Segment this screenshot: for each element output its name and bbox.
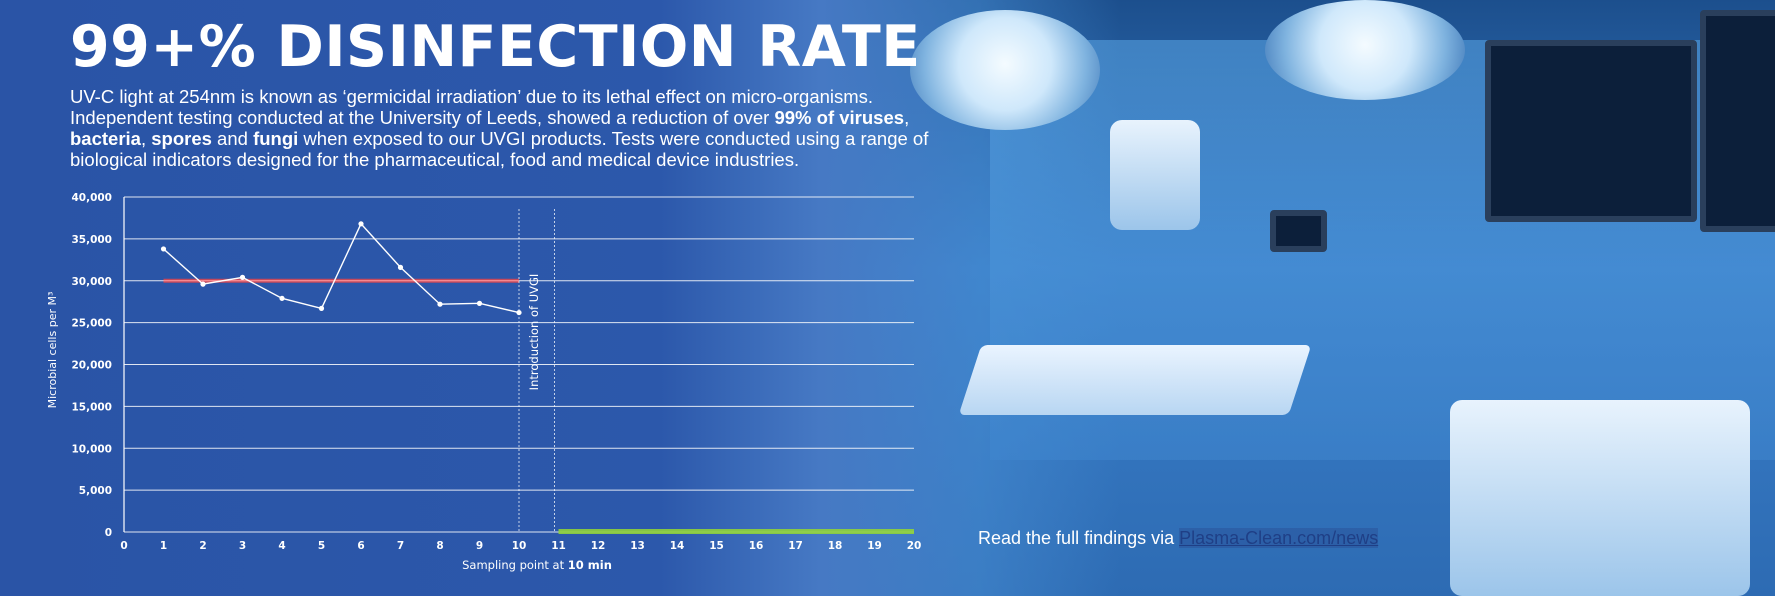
data-point bbox=[358, 221, 364, 227]
x-axis-label-bold: 10 min bbox=[568, 558, 612, 572]
intro-bold-viruses: 99% of viruses bbox=[774, 107, 905, 128]
findings-note: Read the full findings via Plasma-Clean.… bbox=[978, 528, 1379, 549]
y-tick-label: 15,000 bbox=[71, 401, 112, 413]
x-tick-label: 8 bbox=[436, 540, 443, 552]
x-tick-label: 20 bbox=[907, 540, 922, 552]
photo-surgical-lamp-right bbox=[1265, 0, 1465, 100]
y-tick-label: 5,000 bbox=[79, 485, 112, 497]
x-tick-label: 11 bbox=[551, 540, 566, 552]
photo-monitor-small bbox=[1270, 210, 1327, 252]
data-point bbox=[397, 264, 404, 270]
photo-surgical-lamp-left bbox=[910, 10, 1100, 130]
intro-text-2: when exposed to our UVGI products. Tests… bbox=[70, 128, 929, 170]
series-line bbox=[163, 222, 520, 314]
y-axis-label: Microbial cells per M³ bbox=[46, 292, 59, 409]
x-tick-label: 4 bbox=[278, 540, 285, 552]
x-tick-label: 2 bbox=[199, 540, 206, 552]
x-tick-label: 15 bbox=[709, 540, 724, 552]
data-point bbox=[239, 274, 246, 280]
photo-monitor-large bbox=[1485, 40, 1697, 222]
intro-paragraph: UV-C light at 254nm is known as ‘germici… bbox=[70, 86, 940, 170]
findings-text: Read the full findings via bbox=[978, 528, 1180, 548]
data-point bbox=[476, 300, 483, 306]
photo-monitor-right bbox=[1700, 10, 1775, 232]
x-tick-label: 6 bbox=[357, 540, 364, 552]
x-tick-label: 17 bbox=[788, 540, 803, 552]
chart-annotation: Introduction of UVGI bbox=[518, 209, 555, 532]
intro-bold-fungi: fungi bbox=[253, 128, 299, 149]
chart-series bbox=[160, 221, 522, 316]
intro-sep-3: and bbox=[211, 128, 254, 149]
y-tick-label: 30,000 bbox=[71, 276, 112, 288]
data-point bbox=[437, 301, 443, 307]
x-axis-label: Sampling point at 10 min bbox=[462, 558, 612, 572]
findings-link[interactable]: Plasma-Clean.com/news bbox=[1179, 528, 1379, 548]
x-tick-label: 9 bbox=[476, 540, 483, 552]
y-tick-label: 25,000 bbox=[71, 318, 112, 330]
x-tick-label: 18 bbox=[828, 540, 843, 552]
x-tick-label: 0 bbox=[120, 540, 127, 552]
intro-bold-bacteria: bacteria bbox=[70, 128, 141, 149]
x-axis-label-prefix: Sampling point at bbox=[462, 558, 568, 572]
x-tick-label: 7 bbox=[397, 540, 404, 552]
data-point bbox=[318, 305, 325, 311]
x-tick-label: 19 bbox=[867, 540, 882, 552]
intro-text-1: UV-C light at 254nm is known as ‘germici… bbox=[70, 86, 874, 128]
chart-ticks: 0 5,000 10,000 15,000 20,000 25,000 30,000 35,0… bbox=[71, 192, 921, 552]
operating-room-photo bbox=[910, 0, 1775, 596]
x-tick-label: 3 bbox=[239, 540, 246, 552]
x-tick-label: 13 bbox=[630, 540, 645, 552]
data-point bbox=[200, 281, 206, 287]
y-tick-label: 40,000 bbox=[71, 192, 112, 204]
intro-bold-spores: spores bbox=[151, 128, 212, 149]
x-tick-label: 10 bbox=[512, 540, 527, 552]
x-tick-label: 1 bbox=[160, 540, 167, 552]
intro-sep-2: , bbox=[140, 128, 152, 149]
page-title: 99+% DISINFECTION RATE bbox=[70, 14, 921, 80]
x-tick-label: 14 bbox=[670, 540, 685, 552]
photo-anesthesia-machine bbox=[1450, 400, 1750, 596]
y-tick-label: 0 bbox=[105, 527, 112, 539]
photo-operating-table bbox=[958, 345, 1312, 415]
y-tick-label: 35,000 bbox=[71, 234, 112, 246]
disinfection-chart: Introduction of UVGI 0 5,000 10,000 15,000 2… bbox=[46, 192, 921, 572]
data-point bbox=[279, 295, 285, 301]
photo-c-arm bbox=[1110, 120, 1200, 230]
data-point bbox=[516, 309, 522, 316]
data-point bbox=[160, 246, 167, 252]
x-tick-label: 16 bbox=[749, 540, 764, 552]
post-uvgi-band bbox=[558, 529, 914, 534]
x-tick-label: 12 bbox=[591, 540, 606, 552]
y-tick-label: 20,000 bbox=[71, 360, 112, 372]
uvgi-annotation: Introduction of UVGI bbox=[527, 274, 541, 391]
y-tick-label: 10,000 bbox=[71, 443, 112, 455]
intro-sep-1: , bbox=[904, 107, 910, 128]
x-tick-label: 5 bbox=[318, 540, 325, 552]
